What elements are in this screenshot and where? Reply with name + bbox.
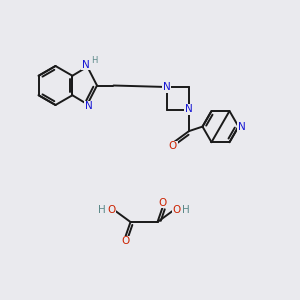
Text: N: N xyxy=(163,82,170,92)
Text: N: N xyxy=(238,122,246,132)
Text: H: H xyxy=(98,205,106,215)
Text: N: N xyxy=(185,104,193,115)
Text: O: O xyxy=(121,236,129,247)
Text: H: H xyxy=(91,56,97,64)
Text: O: O xyxy=(107,205,116,215)
Text: O: O xyxy=(169,141,177,152)
Text: O: O xyxy=(172,205,181,215)
Text: N: N xyxy=(85,101,93,111)
Text: N: N xyxy=(82,60,90,70)
Text: H: H xyxy=(182,205,190,215)
Text: O: O xyxy=(159,197,167,208)
